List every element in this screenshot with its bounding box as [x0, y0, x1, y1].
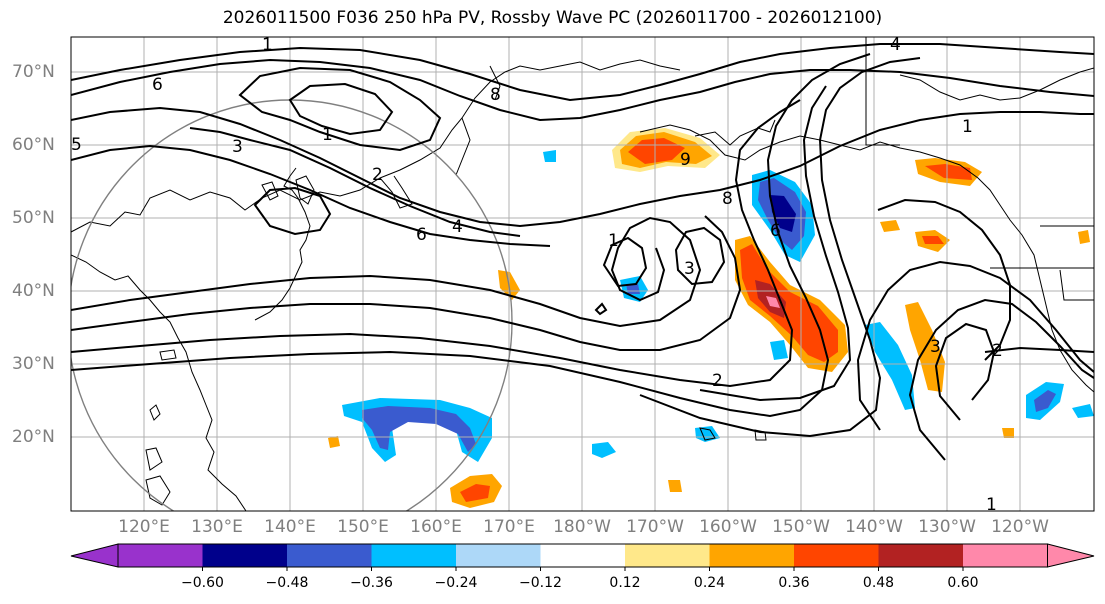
- negative-anomaly: [1034, 390, 1056, 412]
- lat-label: 70°N: [12, 62, 55, 82]
- colorbar-extend-right: [1047, 543, 1095, 568]
- positive-anomaly: [1002, 428, 1014, 438]
- colorbar-segment: [794, 544, 879, 567]
- colorbar-tick-label: −0.24: [434, 575, 478, 591]
- lon-label: 180°W: [553, 517, 611, 537]
- map-title: 2026011500 F036 250 hPa PV, Rossby Wave …: [222, 8, 883, 28]
- lon-label: 170°W: [626, 517, 684, 537]
- negative-anomaly: [592, 442, 616, 458]
- lon-label: 130°E: [191, 517, 243, 537]
- contour-label: 6: [770, 221, 781, 241]
- lon-label: 150°E: [337, 517, 389, 537]
- lon-label: 160°W: [699, 517, 757, 537]
- contour-label: 2: [372, 165, 383, 185]
- colorbar-segment: [963, 544, 1048, 567]
- lon-label: 160°E: [410, 517, 462, 537]
- colorbar: [70, 543, 1095, 571]
- negative-anomaly: [770, 195, 796, 232]
- contour-label: 8: [490, 85, 501, 105]
- contour-label: 3: [930, 337, 941, 357]
- colorbar-segment: [709, 544, 794, 567]
- colorbar-tick-label: 0.12: [609, 575, 641, 591]
- positive-anomaly: [1078, 230, 1090, 244]
- colorbar-segment: [287, 544, 372, 567]
- anomaly-shading: [328, 128, 1094, 508]
- coastlines: [71, 37, 1094, 511]
- colorbar-segment: [625, 544, 710, 567]
- lat-label: 40°N: [12, 281, 55, 301]
- map-frame: [70, 36, 1095, 512]
- contour-label: 4: [452, 217, 463, 237]
- lat-label: 50°N: [12, 208, 55, 228]
- contour-label: 6: [416, 225, 427, 245]
- colorbar-tick-label: −0.12: [519, 575, 562, 591]
- contour-label: 8: [722, 189, 733, 209]
- colorbar-tick-label: 0.60: [947, 575, 979, 591]
- lon-label: 120°W: [991, 517, 1049, 537]
- colorbar-tick-label: −0.36: [350, 575, 393, 591]
- lon-label: 170°E: [483, 517, 535, 537]
- lon-label: 140°W: [845, 517, 903, 537]
- colorbar-segment: [118, 544, 203, 567]
- lon-label: 120°E: [118, 517, 170, 537]
- colorbar-segment: [371, 544, 456, 567]
- lon-label: 150°W: [772, 517, 830, 537]
- contour-label: 1: [608, 231, 619, 251]
- contour-label: 1: [986, 495, 997, 515]
- contour-label: 5: [71, 135, 82, 155]
- colorbar-tick-label: −0.60: [181, 575, 224, 591]
- positive-anomaly: [880, 220, 900, 232]
- contour-label: 4: [890, 35, 901, 55]
- positive-anomaly: [460, 484, 490, 502]
- colorbar-segment: [202, 544, 287, 567]
- contour-label: 3: [684, 259, 695, 279]
- contour-label: 9: [680, 150, 691, 170]
- colorbar-tick-label: 0.36: [778, 575, 810, 591]
- contour-label: 1: [262, 35, 273, 55]
- contour-label: 2: [992, 341, 1003, 361]
- colorbar-segment: [456, 544, 541, 567]
- contour-labels: 4 1 6 8 5 1 3 2 6 4 1 9 8 6 3 1 2 2 3 1: [71, 35, 1003, 515]
- colorbar-segment: [540, 544, 625, 567]
- lat-label: 60°N: [12, 135, 55, 155]
- colorbar-extend-left: [70, 543, 119, 568]
- negative-anomaly: [1072, 404, 1094, 418]
- positive-anomaly: [766, 296, 780, 308]
- negative-anomaly: [362, 406, 476, 452]
- colorbar-tick-label: 0.48: [862, 575, 895, 591]
- positive-anomaly: [328, 436, 340, 448]
- lon-label: 130°W: [918, 517, 976, 537]
- negative-anomaly: [543, 150, 556, 162]
- contour-label: 3: [232, 137, 243, 157]
- positive-anomaly: [668, 480, 682, 492]
- negative-anomaly: [770, 340, 788, 360]
- negative-anomaly: [865, 322, 915, 410]
- contour-label: 1: [962, 117, 973, 137]
- contour-label: 1: [322, 125, 333, 145]
- pv-contours: [71, 43, 1094, 461]
- colorbar-segment: [878, 544, 963, 567]
- lat-label: 30°N: [12, 354, 55, 374]
- positive-anomaly: [922, 236, 944, 244]
- lon-label: 140°E: [264, 517, 316, 537]
- contour-label: 2: [712, 371, 723, 391]
- lat-label: 20°N: [12, 427, 55, 447]
- contour-label: 6: [152, 75, 163, 95]
- positive-anomaly: [925, 164, 972, 180]
- colorbar-tick-label: 0.24: [693, 575, 726, 591]
- colorbar-tick-label: −0.48: [265, 575, 309, 591]
- positive-anomaly: [740, 244, 838, 362]
- graticule: [71, 37, 1094, 511]
